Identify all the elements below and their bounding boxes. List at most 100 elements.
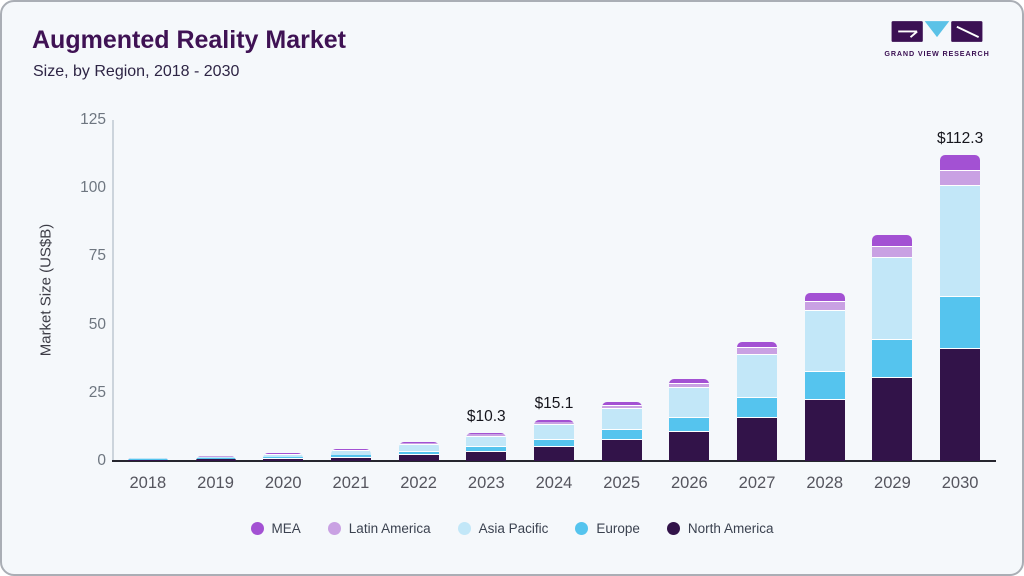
bar-segment-europe-2030[interactable]	[940, 295, 981, 348]
bar-segment-mea-2023[interactable]	[466, 432, 507, 435]
plot-area: $10.3 $15.1 $112.3	[114, 120, 994, 461]
legend-label-north-america: North America	[687, 520, 774, 536]
bar-segment-latin-america-2022[interactable]	[398, 443, 439, 445]
bar-segment-latin-america-2021[interactable]	[330, 449, 371, 451]
bar-segment-north-america-2023[interactable]	[466, 450, 507, 461]
legend-item-north-america[interactable]: North America	[666, 516, 774, 540]
bar-segment-mea-2026[interactable]	[669, 378, 710, 383]
bar-2020[interactable]	[263, 453, 304, 461]
bar-2030[interactable]	[940, 154, 981, 461]
bar-column-2021	[317, 120, 385, 461]
bar-2028[interactable]	[804, 293, 845, 461]
bar-2019[interactable]	[195, 456, 236, 461]
bar-segment-mea-2030[interactable]	[940, 154, 981, 170]
bar-segment-asia-pacific-2021[interactable]	[330, 450, 371, 455]
bar-segment-europe-2022[interactable]	[398, 451, 439, 455]
gvr-logo: GRAND VIEW RESEARCH	[884, 18, 990, 67]
bar-segment-latin-america-2027[interactable]	[737, 347, 778, 354]
bar-segment-asia-pacific-2025[interactable]	[601, 408, 642, 430]
bar-segment-asia-pacific-2023[interactable]	[466, 435, 507, 446]
bar-segment-north-america-2028[interactable]	[804, 398, 845, 461]
bar-segment-north-america-2025[interactable]	[601, 439, 642, 461]
bar-column-2024: $15.1	[520, 120, 588, 461]
bar-segment-europe-2027[interactable]	[737, 396, 778, 417]
y-tick-50: 50	[88, 315, 106, 333]
bar-segment-europe-2026[interactable]	[669, 416, 710, 431]
bar-segment-asia-pacific-2026[interactable]	[669, 386, 710, 417]
bar-segment-europe-2020[interactable]	[263, 456, 304, 459]
bar-segment-north-america-2019[interactable]	[195, 459, 236, 461]
bar-2029[interactable]	[872, 234, 913, 461]
legend-item-europe[interactable]: Europe	[575, 516, 640, 540]
bar-segment-europe-2018[interactable]	[127, 459, 168, 460]
x-label-2019: 2019	[197, 474, 234, 492]
bar-2021[interactable]	[330, 448, 371, 461]
y-axis-ticks: 0 25 50 75 100 125	[2, 111, 106, 469]
bar-2022[interactable]	[398, 442, 439, 461]
bar-segment-north-america-2018[interactable]	[127, 459, 168, 461]
y-axis-line	[112, 120, 114, 461]
legend-item-latin-america[interactable]: Latin America	[327, 516, 431, 540]
bar-2023[interactable]	[466, 432, 507, 461]
x-label-2028: 2028	[806, 474, 844, 492]
bar-segment-north-america-2021[interactable]	[330, 456, 371, 461]
bar-segment-latin-america-2025[interactable]	[601, 405, 642, 409]
bar-2026[interactable]	[669, 378, 710, 461]
bar-segment-asia-pacific-2018[interactable]	[127, 458, 168, 460]
legend-label-mea: MEA	[271, 520, 301, 536]
legend-label-asia-pacific: Asia Pacific	[478, 520, 549, 536]
bar-segment-mea-2029[interactable]	[872, 234, 913, 246]
bar-2018[interactable]	[127, 457, 168, 461]
bar-segment-europe-2021[interactable]	[330, 454, 371, 457]
value-label-2024: $15.1	[534, 394, 574, 412]
bar-segment-mea-2021[interactable]	[330, 448, 371, 450]
bar-segment-latin-america-2026[interactable]	[669, 382, 710, 387]
bar-segment-asia-pacific-2022[interactable]	[398, 444, 439, 451]
bar-segment-europe-2025[interactable]	[601, 429, 642, 440]
value-label-2030: $112.3	[936, 129, 984, 147]
bar-segment-asia-pacific-2024[interactable]	[533, 423, 574, 439]
bar-segment-asia-pacific-2019[interactable]	[195, 456, 236, 459]
bar-segment-asia-pacific-2020[interactable]	[263, 454, 304, 457]
bar-segment-europe-2029[interactable]	[872, 339, 913, 378]
y-tick-100: 100	[80, 179, 106, 197]
bar-column-2019	[182, 120, 250, 461]
bar-segment-mea-2022[interactable]	[398, 442, 439, 444]
bar-segment-europe-2028[interactable]	[804, 370, 845, 399]
bar-segment-asia-pacific-2030[interactable]	[940, 185, 981, 296]
bar-2025[interactable]	[601, 402, 642, 461]
bar-segment-latin-america-2028[interactable]	[804, 301, 845, 311]
legend-label-europe: Europe	[596, 520, 640, 536]
bar-2024[interactable]	[533, 419, 574, 461]
bar-segment-europe-2024[interactable]	[533, 438, 574, 446]
bar-segment-latin-america-2023[interactable]	[466, 434, 507, 436]
bar-segment-north-america-2027[interactable]	[737, 416, 778, 461]
bar-segment-europe-2019[interactable]	[195, 458, 236, 460]
bar-segment-north-america-2029[interactable]	[872, 377, 913, 461]
bar-segment-north-america-2030[interactable]	[940, 347, 981, 461]
x-label-2023: 2023	[467, 474, 505, 492]
bar-segment-latin-america-2030[interactable]	[940, 169, 981, 186]
bar-segment-europe-2023[interactable]	[466, 445, 507, 451]
bar-segment-mea-2025[interactable]	[601, 402, 642, 406]
bar-segment-north-america-2022[interactable]	[398, 454, 439, 461]
bar-segment-north-america-2024[interactable]	[533, 445, 574, 461]
bar-segment-asia-pacific-2027[interactable]	[737, 353, 778, 397]
bar-2027[interactable]	[737, 341, 778, 461]
x-label-2026: 2026	[670, 474, 708, 492]
bar-column-2022	[385, 120, 453, 461]
bar-segment-latin-america-2029[interactable]	[872, 245, 913, 258]
bar-segment-mea-2027[interactable]	[737, 341, 778, 348]
bar-segment-latin-america-2024[interactable]	[533, 421, 574, 424]
bar-segment-mea-2024[interactable]	[533, 419, 574, 422]
x-label-2030: 2030	[941, 474, 979, 492]
legend-item-mea[interactable]: MEA	[250, 516, 301, 540]
bar-segment-north-america-2020[interactable]	[263, 458, 304, 461]
bar-segment-asia-pacific-2028[interactable]	[804, 310, 845, 371]
y-tick-125: 125	[80, 111, 106, 128]
bar-column-2018	[114, 120, 182, 461]
legend-item-asia-pacific[interactable]: Asia Pacific	[457, 516, 549, 540]
bar-segment-north-america-2026[interactable]	[669, 430, 710, 461]
bar-segment-mea-2028[interactable]	[804, 293, 845, 302]
bar-segment-asia-pacific-2029[interactable]	[872, 257, 913, 340]
